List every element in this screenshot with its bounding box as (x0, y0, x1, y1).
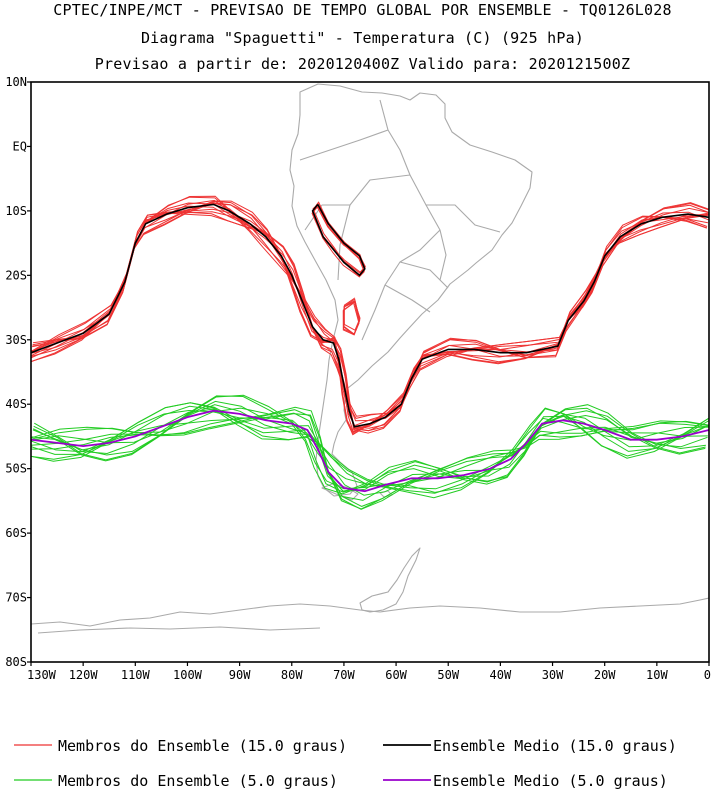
ensemble-mean-15c-line (31, 203, 709, 428)
lon-label: 20W (594, 668, 616, 682)
land-outlines (31, 83, 709, 634)
lon-label: 110W (121, 668, 151, 682)
member-5c-line (31, 404, 708, 510)
member-15c-line (31, 202, 709, 430)
member-15c-line (31, 195, 709, 417)
antarctica-peninsula (359, 547, 421, 613)
member-15c-andes-contour (343, 297, 360, 336)
member-15c-andes-contour (312, 203, 366, 277)
member-15c-andes-contour (342, 299, 361, 336)
map-frame (30, 81, 710, 663)
lat-label: 10S (5, 204, 27, 218)
legend-label-members5: Membros do Ensemble (5.0 graus) (58, 772, 338, 790)
lon-label: 50W (437, 668, 459, 682)
member-5c-line (31, 409, 709, 493)
lat-label: 40S (5, 397, 27, 411)
legend-label-mean15: Ensemble Medio (15.0 graus) (433, 737, 677, 755)
tierra-del-fuego (321, 483, 359, 501)
lon-label: 0 (704, 668, 711, 682)
lon-label: 100W (173, 668, 203, 682)
member-5c-line (31, 402, 706, 510)
members-5c-group (31, 394, 709, 510)
lon-label: 60W (385, 668, 407, 682)
member-5c-line (32, 400, 709, 494)
ensemble-means-group (31, 203, 709, 493)
title-line-2: Diagrama "Spaguetti" - Temperatura (C) (… (140, 29, 585, 47)
lon-label: 40W (490, 668, 512, 682)
lon-label: 30W (542, 668, 564, 682)
member-15c-line (31, 202, 708, 427)
ensemble-mean-15c-andes-contour (311, 203, 366, 277)
member-15c-line (32, 207, 709, 432)
lon-label: 70W (333, 668, 355, 682)
member-15c-line (31, 202, 707, 434)
member-15c-line (31, 203, 709, 433)
lat-label: 30S (5, 333, 27, 347)
lat-label: EQ (13, 139, 27, 153)
lon-label: 130W (27, 668, 57, 682)
lon-label: 10W (646, 668, 668, 682)
title-line-1: CPTEC/INPE/MCT - PREVISAO DE TEMPO GLOBA… (53, 1, 672, 19)
legend: Membros do Ensemble (15.0 graus) Ensembl… (14, 737, 677, 790)
member-5c-line (32, 405, 706, 496)
lon-label: 120W (69, 668, 99, 682)
latitude-axis: 10N EQ 10S 20S 30S 40S 50S 60S 70S 80S (5, 75, 31, 669)
member-5c-line (31, 402, 706, 507)
title-line-3: Previsao a partir de: 2020120400Z Valido… (94, 55, 631, 73)
member-15c-line (31, 200, 708, 435)
lat-label: 70S (5, 591, 27, 605)
lat-label: 50S (5, 462, 27, 476)
lat-label: 20S (5, 268, 27, 282)
member-15c-line (31, 202, 709, 429)
lat-label: 60S (5, 526, 27, 540)
member-15c-line (31, 196, 709, 422)
lon-label: 90W (229, 668, 251, 682)
legend-label-mean5: Ensemble Medio (5.0 graus) (433, 772, 668, 790)
member-5c-line (31, 407, 709, 495)
member-15c-line (31, 200, 709, 436)
antarctica-coast (31, 597, 709, 634)
member-15c-line (32, 202, 709, 429)
lat-label: 10N (5, 75, 27, 89)
country-borders (299, 99, 501, 341)
south-america-outline (289, 83, 533, 497)
lat-label: 80S (5, 655, 27, 669)
longitude-axis: 130W 120W 110W 100W 90W 80W 70W 60W 50W 40W 30W 20W… (27, 662, 711, 682)
member-5c-line (31, 406, 709, 501)
members-15c-group (31, 195, 709, 436)
legend-label-members15: Membros do Ensemble (15.0 graus) (58, 737, 347, 755)
lon-label: 80W (281, 668, 303, 682)
member-15c-line (31, 199, 708, 419)
ensemble-mean-5c-line (31, 409, 709, 493)
